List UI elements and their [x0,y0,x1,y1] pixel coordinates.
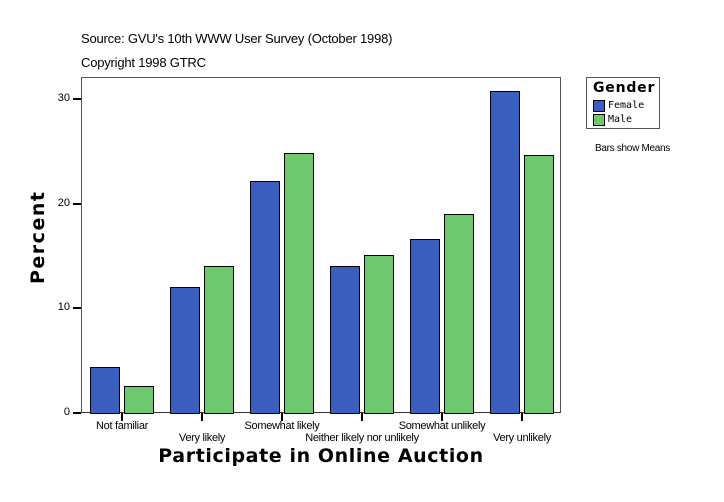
x-tick [361,413,363,421]
x-tick-label: Somewhat likely [244,420,320,432]
chart-source: Source: GVU's 10th WWW User Survey (Octo… [81,31,393,46]
x-tick-label: Very unlikely [493,432,551,444]
legend-item-female: Female [593,99,644,112]
bar-male [524,155,554,414]
bar-male [364,255,394,414]
bar-female [330,266,360,414]
x-tick [441,413,443,421]
y-tick [73,412,81,414]
y-tick-label: 10 [57,301,70,313]
y-tick [73,203,81,205]
y-tick-label: 0 [63,406,70,418]
bars-note: Bars show Means [595,143,670,154]
plot-area [81,77,561,413]
bar-female [170,287,200,414]
bar-male [204,266,234,414]
chart-copyright: Copyright 1998 GTRC [81,55,206,70]
male-swatch-icon [593,113,605,126]
bar-male [284,153,314,414]
legend-label: Male [608,114,633,125]
x-tick-label: Somewhat unlikely [398,420,486,432]
x-tick-label: Very likely [178,432,226,444]
bar-female [410,239,440,414]
bar-female [490,91,520,414]
legend-label: Female [608,100,645,111]
x-tick [521,413,523,421]
legend-title: Gender [593,80,656,96]
x-axis-title: Participate in Online Auction [158,445,484,467]
x-tick [201,413,203,421]
x-tick-label: Not familiar [95,420,149,432]
bar-male [124,386,154,414]
y-tick [73,307,81,309]
x-tick-label: Neither likely nor unlikely [305,432,419,444]
y-tick-label: 30 [57,92,70,104]
x-tick [281,413,283,421]
y-tick-label: 20 [57,197,70,209]
bar-female [250,181,280,414]
female-swatch-icon [593,99,605,112]
bar-female [90,367,120,414]
y-tick [73,98,81,100]
legend-item-male: Male [593,113,632,126]
x-tick [121,413,123,421]
y-axis-title: Percent [27,190,49,284]
bar-male [444,214,474,414]
legend: Gender Female Male [586,77,660,129]
